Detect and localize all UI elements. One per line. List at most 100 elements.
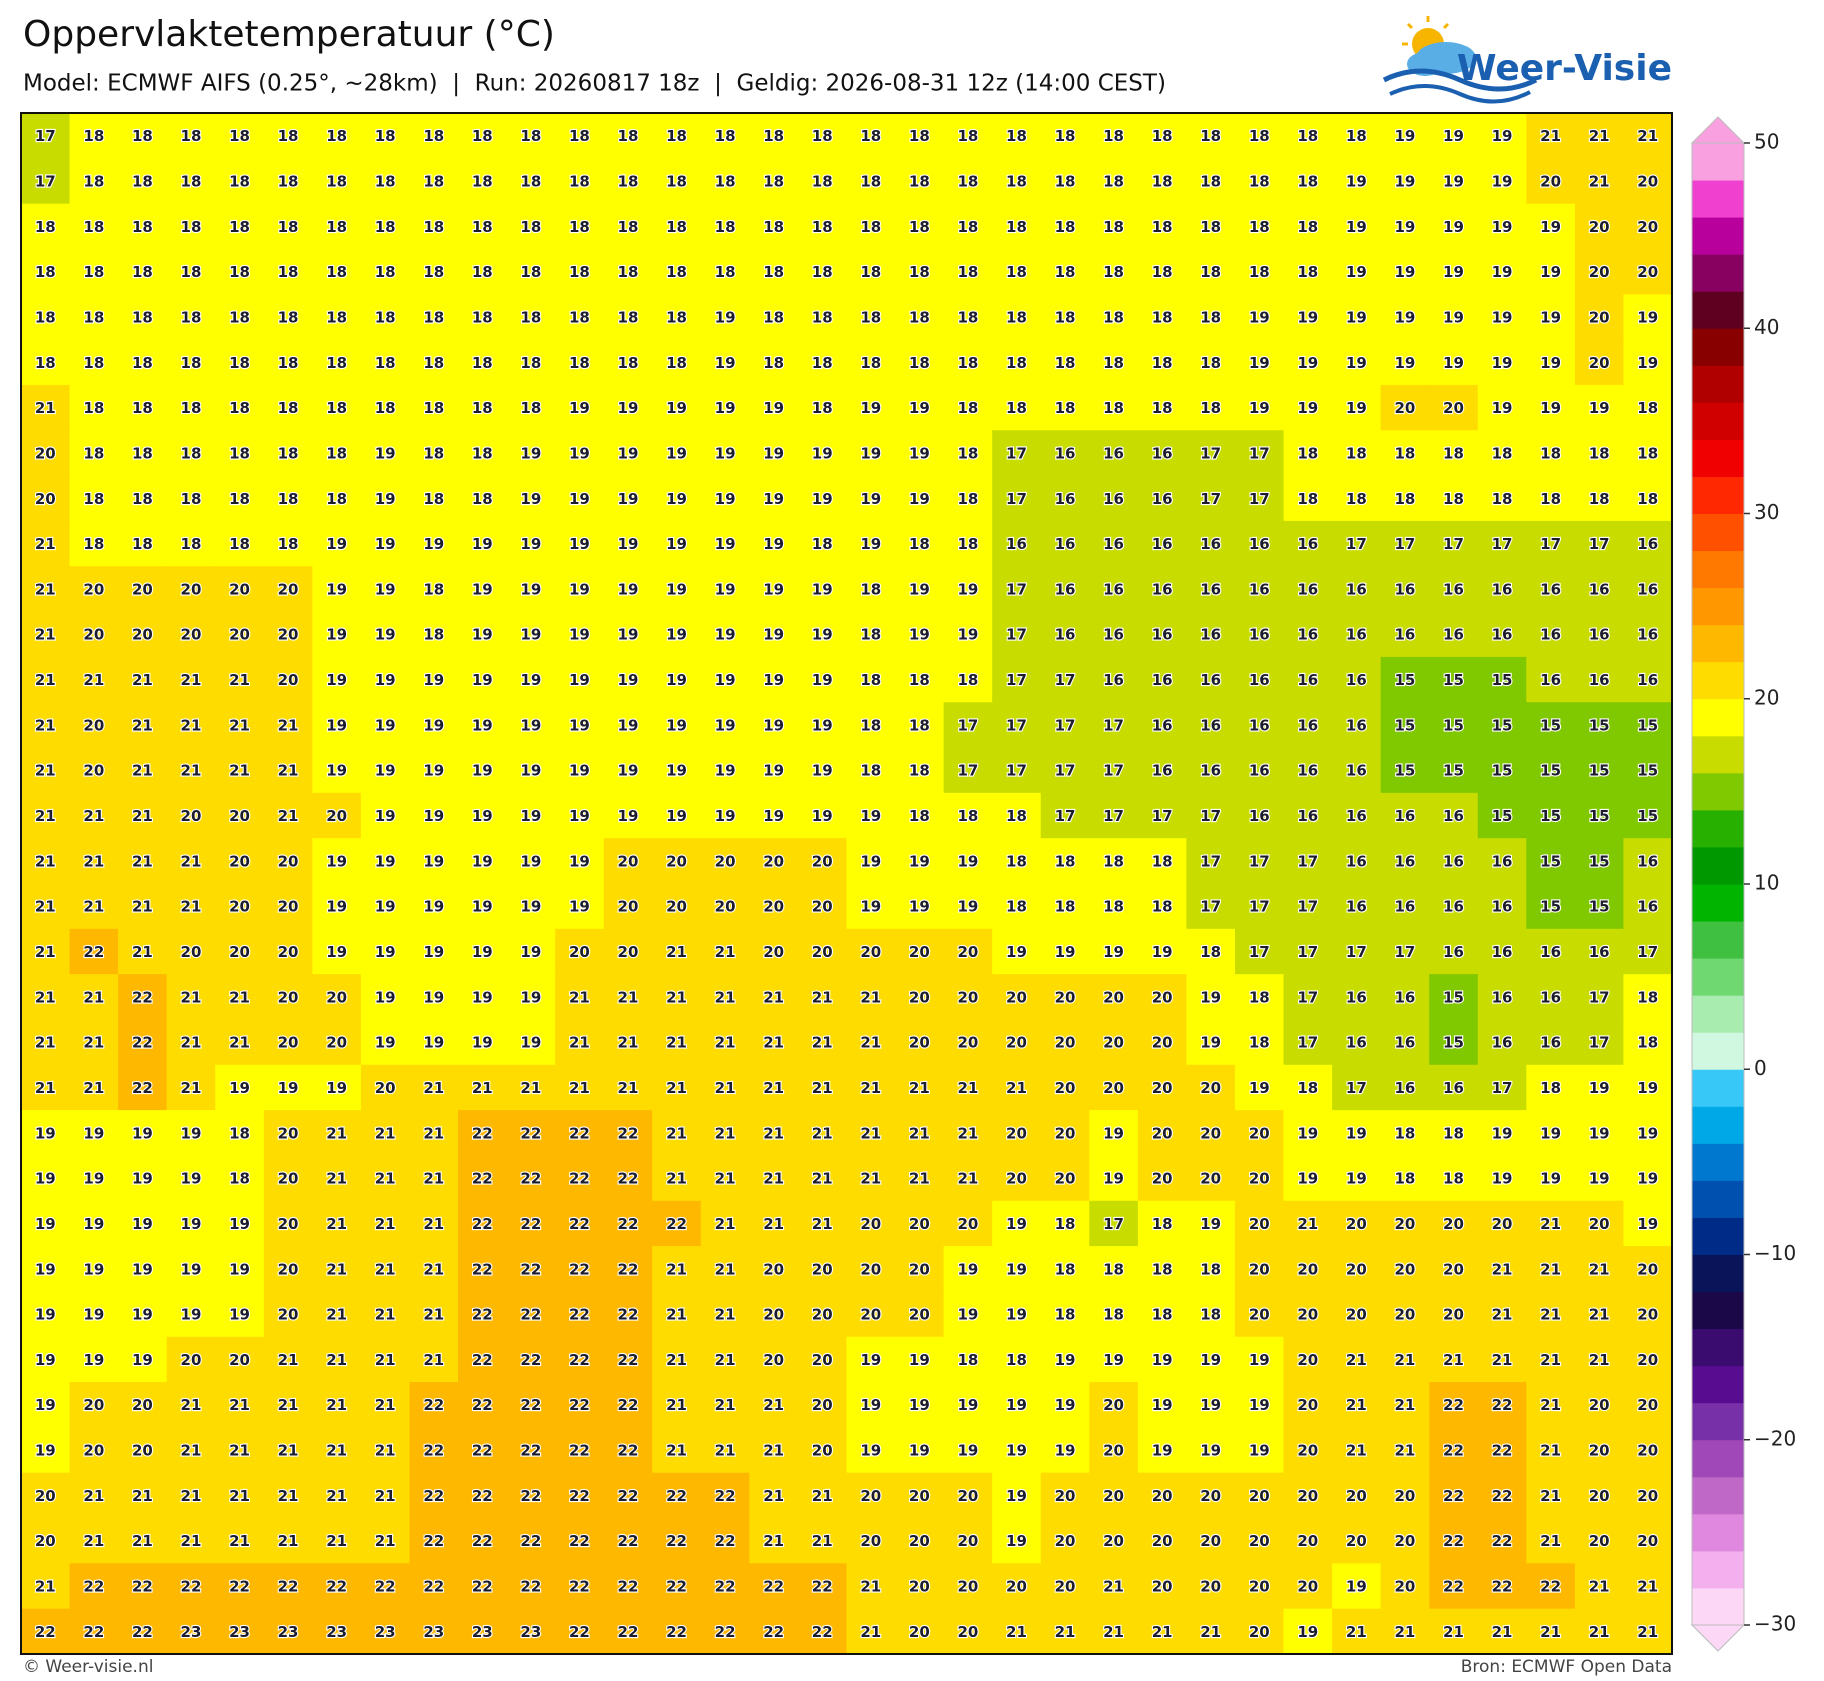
temperature-cell [749,475,799,522]
temperature-cell [749,158,799,205]
temperature-label: 20 [1249,1487,1270,1505]
temperature-label: 21 [132,807,153,825]
temperature-label: 18 [1006,354,1027,372]
temperature-label: 19 [763,716,784,734]
temperature-cell [263,928,313,975]
temperature-label: 19 [375,671,396,689]
temperature-label: 21 [1589,1623,1610,1641]
temperature-label: 19 [812,762,833,780]
temperature-label: 20 [909,1578,930,1596]
temperature-label: 20 [860,1260,881,1278]
temperature-label: 20 [229,852,250,870]
temperature-cell [1040,430,1090,477]
temperature-label: 19 [181,1124,202,1142]
temperature-cell [1332,747,1382,794]
temperature-cell [1089,702,1139,749]
temperature-cell [652,838,702,885]
temperature-label: 19 [375,943,396,961]
temperature-cell [846,1019,896,1066]
temperature-cell [69,339,119,386]
temperature-label: 19 [520,444,541,462]
temperature-cell [603,294,653,341]
temperature-label: 20 [957,943,978,961]
temperature-label: 18 [1055,898,1076,916]
temperature-label: 18 [375,218,396,236]
temperature-label: 18 [472,127,493,145]
temperature-label: 21 [569,1079,590,1097]
temperature-label: 16 [1297,716,1318,734]
temperature-label: 21 [957,1124,978,1142]
temperature-cell [1234,475,1285,522]
temperature-label: 17 [1103,762,1124,780]
colorbar-tick-label: −20 [1754,1426,1796,1450]
temperature-cell [1477,203,1527,250]
temperature-label: 18 [1637,490,1658,508]
temperature-label: 18 [229,308,250,326]
temperature-cell [1574,1019,1625,1066]
temperature-label: 19 [326,671,347,689]
colorbar-tick-label: −30 [1754,1612,1796,1636]
temperature-label: 19 [1443,263,1464,281]
temperature-label: 21 [520,1079,541,1097]
temperature-label: 16 [1492,580,1513,598]
temperature-cell [1332,113,1382,159]
temperature-label: 19 [715,399,736,417]
temperature-cell [360,113,411,159]
temperature-label: 18 [229,399,250,417]
temperature-cell [312,203,362,250]
temperature-label: 18 [1055,263,1076,281]
temperature-cell [1574,883,1625,930]
colorbar-band [1692,698,1744,737]
temperature-label: 18 [812,354,833,372]
temperature-cell [166,611,216,658]
temperature-label: 21 [278,1532,299,1550]
temperature-label: 22 [132,1034,153,1052]
temperature-label: 23 [520,1623,541,1641]
temperature-cell [555,792,605,839]
temperature-label: 15 [1443,988,1464,1006]
temperature-label: 19 [1394,172,1415,190]
temperature-label: 17 [1006,580,1027,598]
temperature-label: 20 [229,807,250,825]
temperature-label: 20 [1055,1124,1076,1142]
temperature-label: 18 [83,354,104,372]
temperature-cell [215,430,265,477]
temperature-cell [1623,747,1673,794]
temperature-label: 21 [423,1215,444,1233]
temperature-cell [360,339,411,386]
temperature-label: 21 [1540,1351,1561,1369]
temperature-cell [1040,203,1090,250]
temperature-cell [1526,702,1576,749]
temperature-label: 16 [1103,444,1124,462]
temperature-label: 18 [1297,127,1318,145]
temperature-label: 19 [666,535,687,553]
temperature-cell [555,384,605,431]
temperature-label: 17 [1492,1079,1513,1097]
temperature-label: 22 [1540,1578,1561,1596]
temperature-cell [409,384,459,431]
temperature-label: 21 [132,671,153,689]
temperature-cell [797,203,848,250]
temperature-cell [1186,1019,1236,1066]
temperature-label: 18 [229,1170,250,1188]
temperature-label: 18 [132,308,153,326]
temperature-label: 21 [1637,127,1658,145]
temperature-label: 21 [83,898,104,916]
temperature-label: 18 [83,127,104,145]
temperature-cell [1574,611,1625,658]
temperature-label: 19 [1637,1124,1658,1142]
temperature-label: 18 [326,263,347,281]
temperature-label: 21 [423,1079,444,1097]
temperature-label: 16 [1152,580,1173,598]
temperature-label: 18 [1637,399,1658,417]
colorbar-band [1692,921,1744,959]
temperature-label: 20 [83,1396,104,1414]
temperature-label: 21 [278,1396,299,1414]
temperature-cell [652,702,702,749]
temperature-label: 18 [472,354,493,372]
temperature-label: 15 [1394,762,1415,780]
temperature-label: 16 [1249,716,1270,734]
temperature-label: 19 [1443,218,1464,236]
temperature-label: 18 [132,263,153,281]
